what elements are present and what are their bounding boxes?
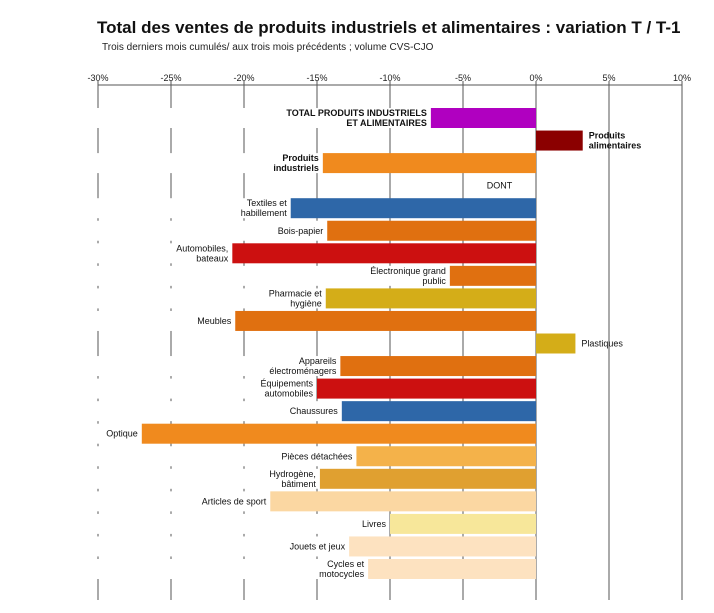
label-background [96, 220, 326, 241]
category-label: Jouets et jeux [290, 541, 346, 551]
bar [317, 378, 536, 399]
label-background [96, 153, 321, 174]
bar [290, 198, 536, 219]
bar [390, 513, 536, 534]
bar [356, 446, 536, 467]
bar [141, 423, 537, 444]
bar [368, 559, 536, 579]
label-background [96, 559, 367, 579]
x-tick-label: -20% [233, 73, 254, 83]
bar [449, 265, 536, 286]
label-background [96, 446, 355, 467]
bar [327, 220, 536, 241]
category-label: DONT [487, 181, 513, 191]
bars-group [96, 108, 583, 579]
label-background [96, 243, 231, 264]
label-background [96, 423, 140, 444]
bar [430, 108, 536, 128]
category-label: Équipements automobiles [260, 379, 313, 399]
category-label: Articles de sport [202, 496, 267, 506]
labels-group: TOTAL PRODUITS INDUSTRIELS ET ALIMENTAIRE… [106, 108, 641, 579]
category-label: Électronique grand public [370, 266, 446, 286]
category-label: Pharmacie et hygiène [269, 288, 323, 308]
bar [235, 310, 537, 331]
category-label: Meubles [197, 316, 232, 326]
x-tick-label: 10% [673, 73, 691, 83]
label-background [96, 288, 324, 309]
category-label: Bois-papier [278, 226, 324, 236]
x-tick-label: -5% [455, 73, 471, 83]
bar [341, 401, 536, 422]
x-tick-label: -15% [306, 73, 327, 83]
label-background [96, 401, 340, 422]
bar [536, 130, 583, 151]
category-label: Automobiles, bateaux [176, 243, 229, 263]
x-tick-label: -10% [379, 73, 400, 83]
x-tick-label: 0% [529, 73, 542, 83]
label-background [96, 468, 318, 489]
bar [270, 491, 536, 512]
x-tick-label: -30% [87, 73, 108, 83]
label-background [96, 265, 448, 286]
bar [340, 356, 536, 377]
label-background [96, 356, 339, 377]
category-label: Chaussures [290, 406, 339, 416]
bar [536, 333, 576, 354]
label-background [96, 378, 315, 399]
bar [322, 153, 536, 174]
label-background [96, 513, 388, 534]
label-background [96, 310, 234, 331]
category-label: Produits industriels [273, 153, 319, 173]
bar [319, 468, 536, 489]
label-background [96, 491, 269, 512]
label-background [96, 108, 429, 128]
label-background [96, 198, 289, 219]
category-label: Plastiques [581, 339, 623, 349]
category-label: Pièces détachées [281, 451, 353, 461]
x-tick-label: 5% [602, 73, 615, 83]
category-label: Produits alimentaires [589, 131, 642, 151]
category-label: Livres [362, 519, 387, 529]
label-background [96, 536, 348, 557]
bar [325, 288, 536, 309]
category-label: Textiles et habillement [241, 198, 288, 218]
bar [232, 243, 536, 264]
category-label: TOTAL PRODUITS INDUSTRIELS ET ALIMENTAIRE… [286, 108, 427, 128]
category-label: Appareils électroménagers [269, 356, 337, 376]
bar [349, 536, 536, 557]
category-label: Hydrogène, bâtiment [269, 469, 316, 489]
category-label: Optique [106, 429, 138, 439]
x-tick-label: -25% [160, 73, 181, 83]
chart-subtitle: Trois derniers mois cumulés/ aux trois m… [102, 42, 434, 53]
chart-title: Total des ventes de produits industriels… [97, 18, 681, 37]
category-label: Cycles et motocycles [319, 559, 365, 579]
